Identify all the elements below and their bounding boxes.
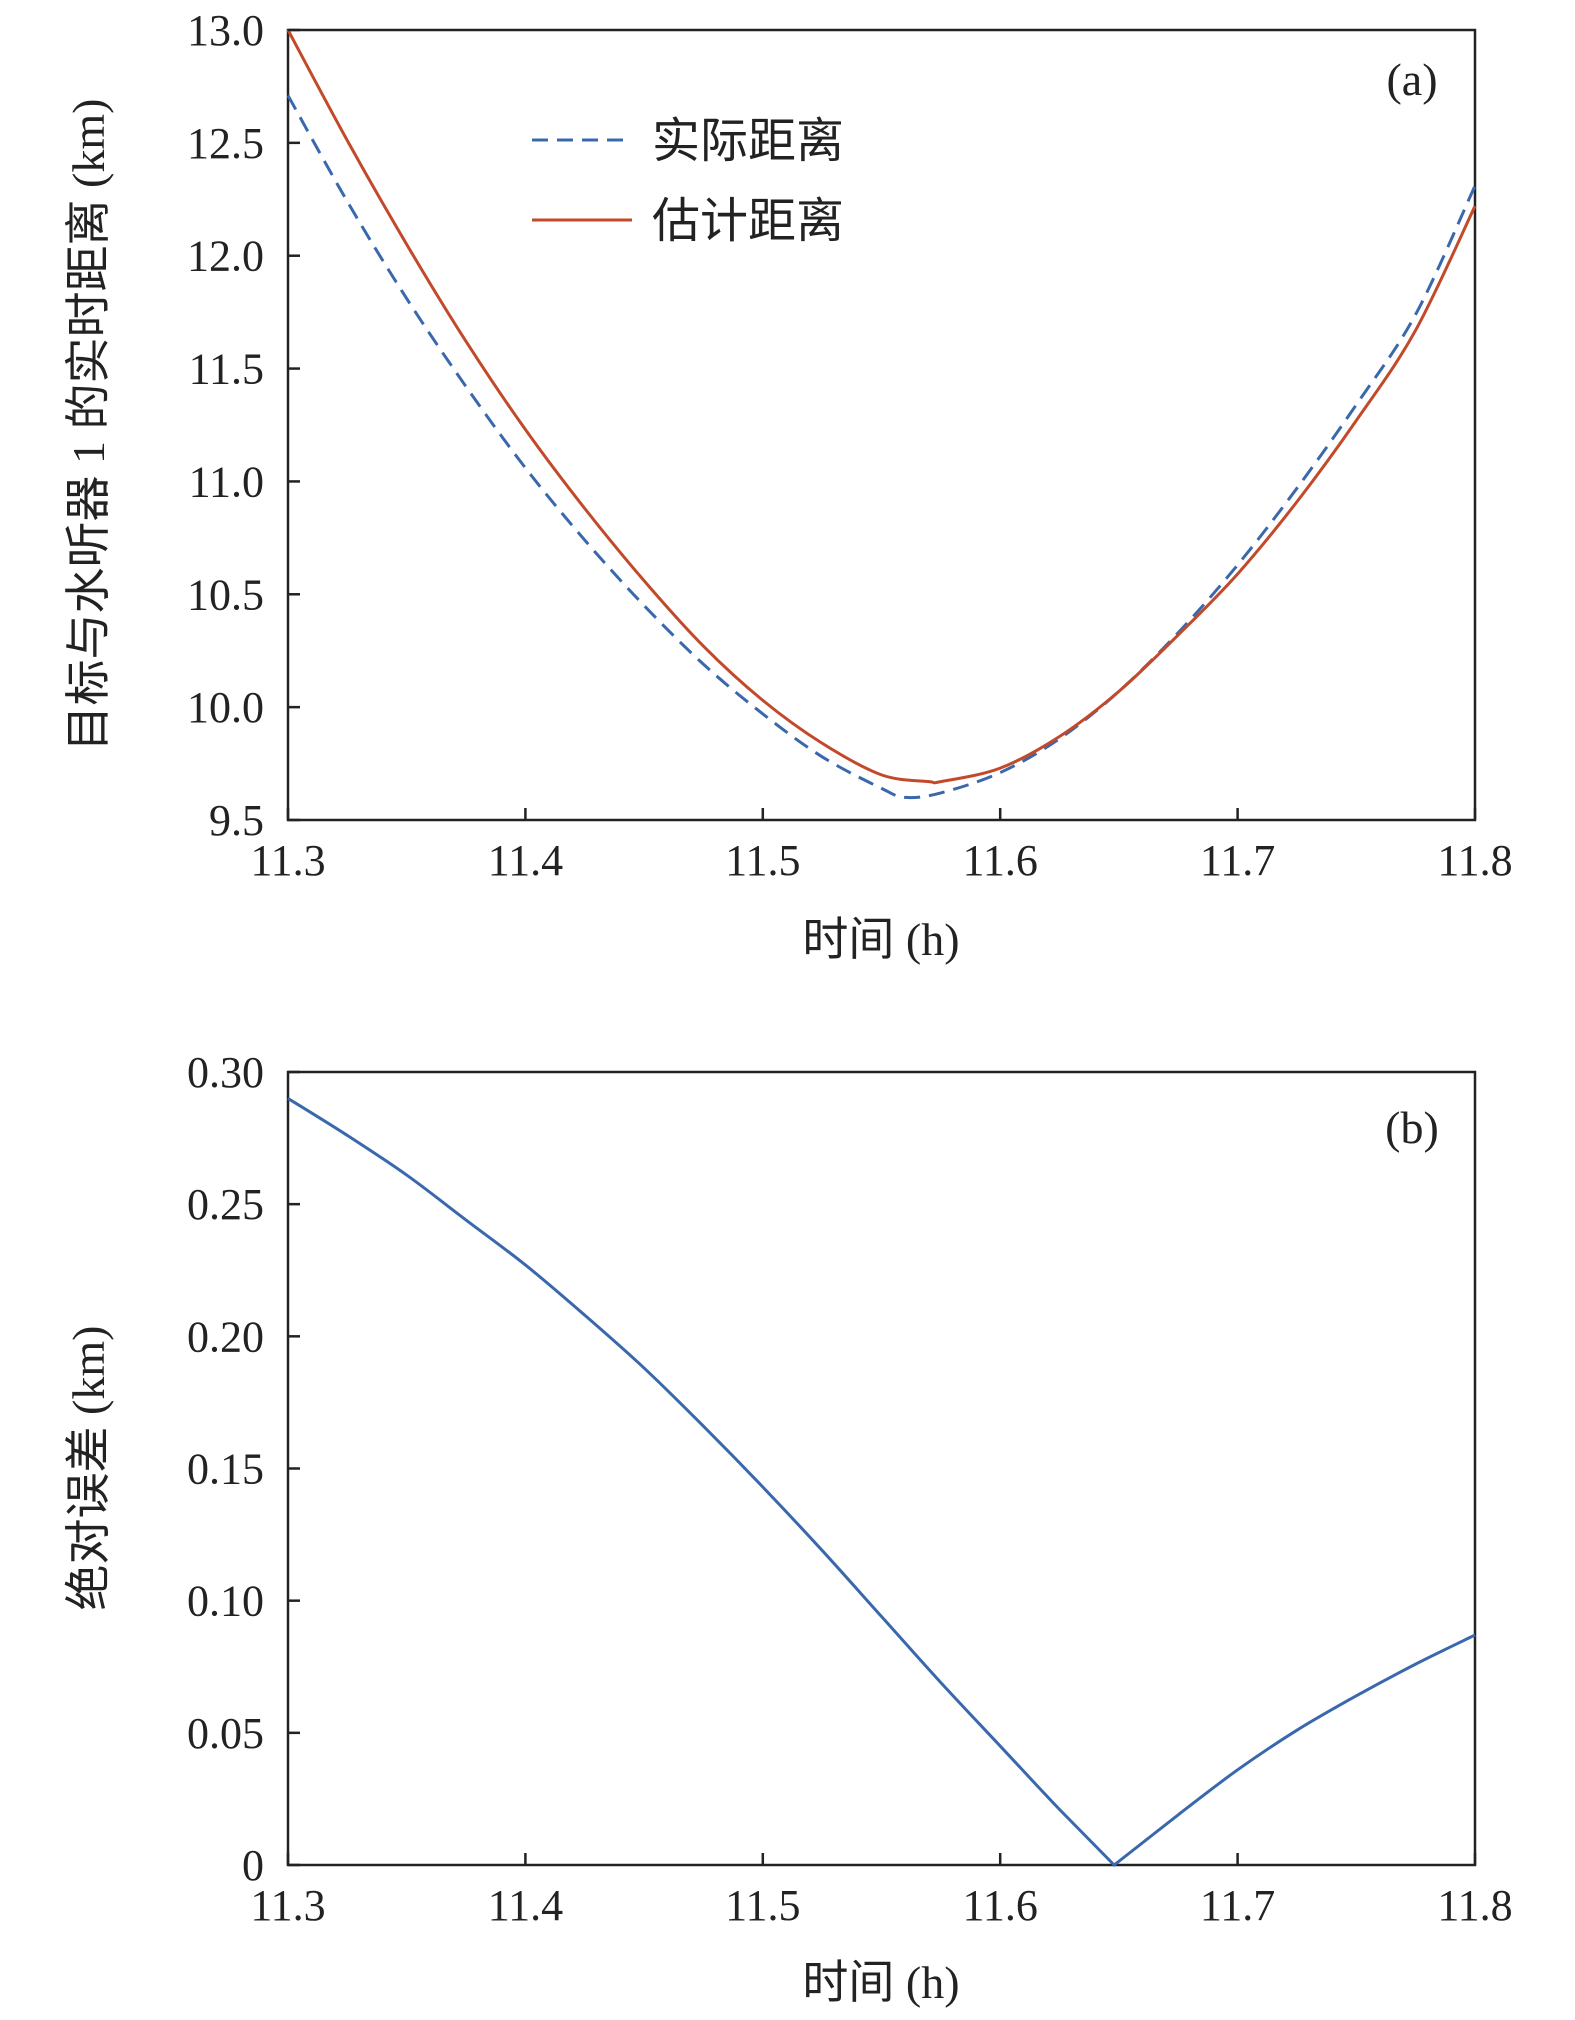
panel-a-y-tick-label: 12.5 [187, 119, 264, 168]
panel-b-x-tick-label: 11.6 [963, 1881, 1038, 1930]
panel-b-x-tick-label: 11.5 [725, 1881, 800, 1930]
panel-b-error-chart: 11.3 11.4 11.5 11.6 11.7 11.8 0 0.05 0.10 0.15 0.… [63, 1048, 1513, 2008]
panel-b-x-tick-label: 11.3 [250, 1881, 325, 1930]
panel-a-y-tick-label: 11.0 [189, 457, 264, 506]
panel-a-series-0-line [286, 94, 1477, 800]
panel-a-x-tick-label: 11.8 [1437, 836, 1512, 885]
panel-b-y-ticks: 0 0.05 0.10 0.15 0.20 0.25 0.30 [187, 1048, 300, 1890]
panel-b-y-axis-title: 绝对误差 (km) [63, 1326, 114, 1611]
panel-b-x-tick-label: 11.4 [488, 1881, 563, 1930]
panel-b-y-tick-label: 0 [242, 1841, 264, 1890]
panel-b-x-tick-label: 11.7 [1200, 1881, 1275, 1930]
panel-a-plot-frame [286, 28, 1477, 822]
panel-a-x-ticks: 11.3 11.4 11.5 11.6 11.7 11.8 [250, 808, 1513, 885]
panel-a-y-tick-label: 9.5 [209, 796, 264, 845]
panel-b-y-tick-label: 0.25 [187, 1180, 264, 1229]
panel-a-x-tick-label: 11.3 [250, 836, 325, 885]
panel-b-y-tick-label: 0.20 [187, 1312, 264, 1361]
panel-b-y-tick-label: 0.05 [187, 1709, 264, 1758]
panel-b-y-tick-label: 0.10 [187, 1577, 264, 1626]
panel-a-x-tick-label: 11.7 [1200, 836, 1275, 885]
panel-a-series-group [286, 29, 1477, 800]
panel-a-y-tick-label: 11.5 [189, 345, 264, 394]
panel-b-y-tick-label: 0.30 [187, 1048, 264, 1097]
panel-a-y-axis-title: 目标与水听器 1 的实时距离 (km) [63, 99, 114, 752]
panel-b-y-tick-label: 0.15 [187, 1445, 264, 1494]
panel-b-x-axis-title: 时间 (h) [802, 1957, 959, 2008]
panel-b-series-0-line [287, 1097, 1476, 1868]
legend-estimated-label: 估计距离 [652, 193, 844, 249]
panel-a-y-tick-label: 10.0 [187, 683, 264, 732]
panel-a-y-tick-label: 10.5 [187, 570, 264, 619]
panel-a-series-1-line [286, 29, 1477, 785]
panel-a-y-tick-label: 12.0 [187, 232, 264, 281]
panel-a-x-tick-label: 11.5 [725, 836, 800, 885]
legend-actual-label: 实际距离 [652, 113, 844, 169]
panel-b-x-ticks: 11.3 11.4 11.5 11.6 11.7 11.8 [250, 1853, 1513, 1930]
panel-b-plot-frame [286, 1070, 1477, 1867]
panel-b-label: (b) [1385, 1102, 1439, 1153]
panel-a-x-tick-label: 11.6 [963, 836, 1038, 885]
panel-a-x-axis-title: 时间 (h) [802, 914, 959, 965]
panel-b-series-group [287, 1097, 1476, 1868]
panel-a-y-ticks: 9.5 10.0 10.5 11.0 11.5 12.0 12.5 13.0 [187, 6, 300, 845]
panel-a-x-tick-label: 11.4 [488, 836, 563, 885]
panel-a-label: (a) [1386, 54, 1437, 105]
panel-b-x-tick-label: 11.8 [1437, 1881, 1512, 1930]
panel-a-y-tick-label: 13.0 [187, 6, 264, 55]
panel-a-legend: 实际距离 估计距离 [532, 113, 844, 249]
panel-a-distance-chart: 11.3 11.4 11.5 11.6 11.7 11.8 9.5 10.0 10.5 11.0… [63, 6, 1513, 965]
